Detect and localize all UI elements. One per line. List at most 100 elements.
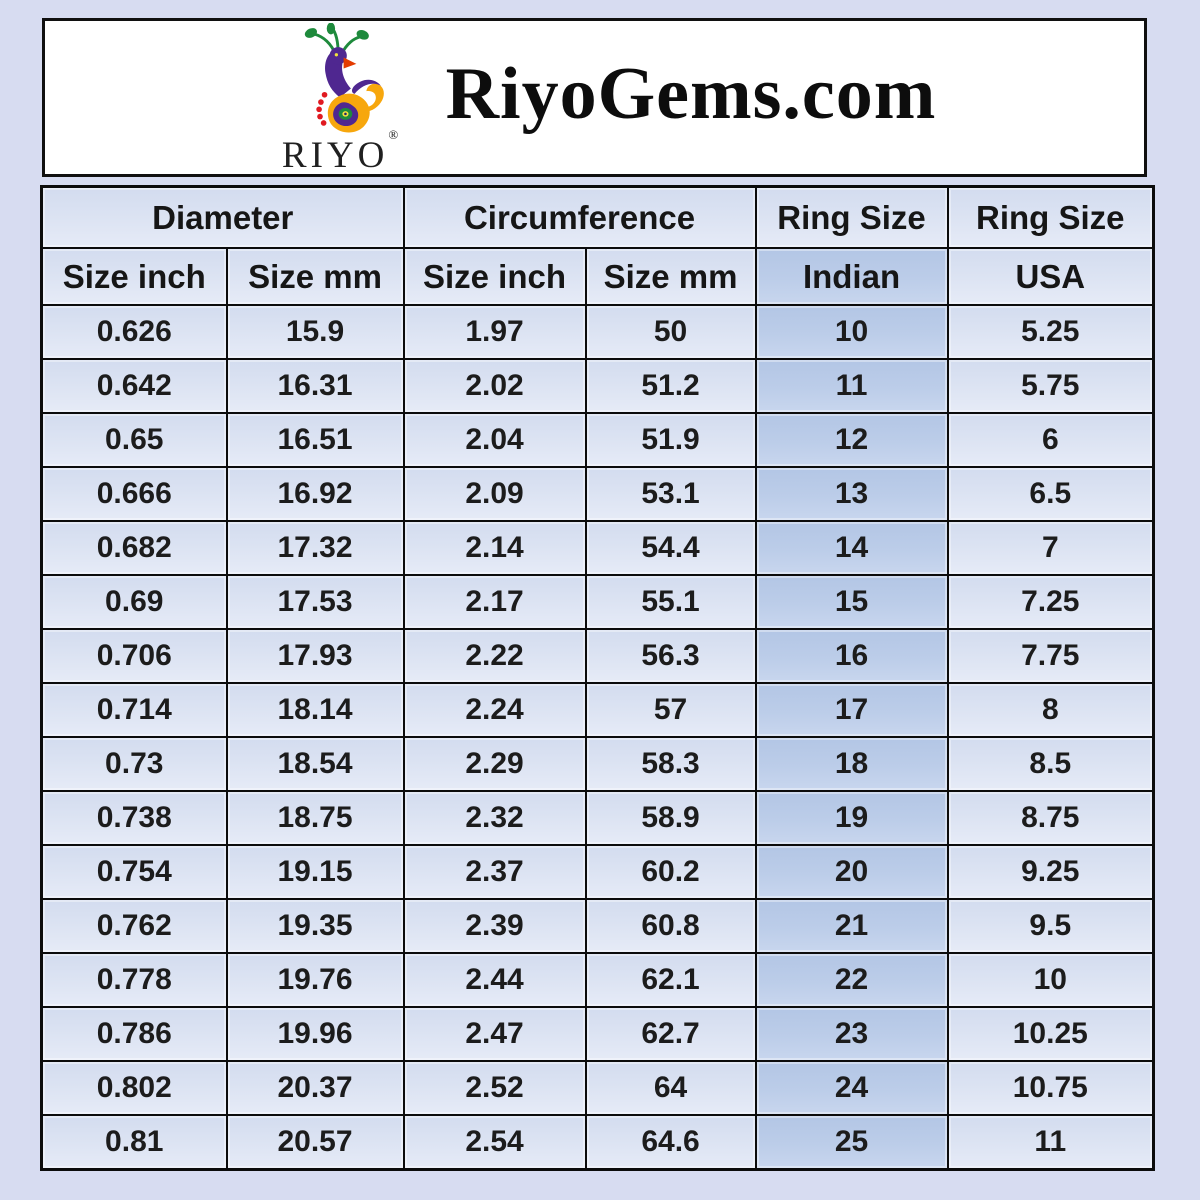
registered-mark: ® bbox=[388, 127, 399, 143]
table-cell: 16.51 bbox=[225, 412, 405, 468]
table-cell: 57 bbox=[584, 682, 757, 738]
table-cell: 0.706 bbox=[40, 628, 228, 684]
table-cell: 8.5 bbox=[946, 736, 1155, 792]
table-cell: 12 bbox=[754, 412, 949, 468]
table-cell: 14 bbox=[754, 520, 949, 576]
table-cell: 0.73 bbox=[40, 736, 228, 792]
table-cell: 24 bbox=[754, 1060, 949, 1116]
group-header-circumference: Circumference bbox=[402, 185, 757, 249]
table-cell: 58.9 bbox=[584, 790, 757, 846]
table-row: 0.802 20.37 2.52 64 24 10.75 bbox=[40, 1060, 1155, 1116]
table-cell: 64 bbox=[584, 1060, 757, 1116]
table-cell: 19.96 bbox=[225, 1006, 405, 1062]
table-cell: 9.25 bbox=[946, 844, 1155, 900]
table-cell: 16.31 bbox=[225, 358, 405, 414]
table-cell: 62.1 bbox=[584, 952, 757, 1008]
table-row: 0.682 17.32 2.14 54.4 14 7 bbox=[40, 520, 1155, 576]
table-cell: 10.25 bbox=[946, 1006, 1155, 1062]
table-cell: 0.778 bbox=[40, 952, 228, 1008]
table-cell: 55.1 bbox=[584, 574, 757, 630]
table-cell: 2.04 bbox=[402, 412, 587, 468]
table-cell: 2.44 bbox=[402, 952, 587, 1008]
logo-wordmark: RIYO® bbox=[282, 127, 399, 174]
table-cell: 22 bbox=[754, 952, 949, 1008]
table-row: 0.778 19.76 2.44 62.1 22 10 bbox=[40, 952, 1155, 1008]
table-cell: 17.32 bbox=[225, 520, 405, 576]
table-cell: 19 bbox=[754, 790, 949, 846]
table-row: 0.642 16.31 2.02 51.2 11 5.75 bbox=[40, 358, 1155, 414]
table-row: 0.81 20.57 2.54 64.6 25 11 bbox=[40, 1114, 1155, 1170]
table-cell: 17 bbox=[754, 682, 949, 738]
table-cell: 2.17 bbox=[402, 574, 587, 630]
table-cell: 10.75 bbox=[946, 1060, 1155, 1116]
table-cell: 13 bbox=[754, 466, 949, 522]
table-row: 0.666 16.92 2.09 53.1 13 6.5 bbox=[40, 466, 1155, 522]
table-cell: 60.8 bbox=[584, 898, 757, 954]
table-cell: 19.15 bbox=[225, 844, 405, 900]
group-header-ring-size-indian: Ring Size bbox=[754, 185, 949, 249]
table-cell: 0.786 bbox=[40, 1006, 228, 1062]
table-cell: 64.6 bbox=[584, 1114, 757, 1170]
table-cell: 9.5 bbox=[946, 898, 1155, 954]
table-cell: 7.75 bbox=[946, 628, 1155, 684]
table-cell: 0.714 bbox=[40, 682, 228, 738]
column-header-size-inch-circumference: Size inch bbox=[402, 247, 587, 306]
table-cell: 2.24 bbox=[402, 682, 587, 738]
table-cell: 2.29 bbox=[402, 736, 587, 792]
column-header-usa: USA bbox=[946, 247, 1155, 306]
table-cell: 2.52 bbox=[402, 1060, 587, 1116]
table-cell: 18.14 bbox=[225, 682, 405, 738]
group-header-row: Diameter Circumference Ring Size Ring Si… bbox=[40, 185, 1155, 249]
table-cell: 8.75 bbox=[946, 790, 1155, 846]
brand-title: RiyoGems.com bbox=[445, 53, 937, 135]
table-cell: 17.53 bbox=[225, 574, 405, 630]
table-cell: 0.81 bbox=[40, 1114, 228, 1170]
table-cell: 0.626 bbox=[40, 304, 228, 360]
ring-size-table: Diameter Circumference Ring Size Ring Si… bbox=[40, 185, 1156, 1171]
table-cell: 0.666 bbox=[40, 466, 228, 522]
table-row: 0.762 19.35 2.39 60.8 21 9.5 bbox=[40, 898, 1155, 954]
table-row: 0.738 18.75 2.32 58.9 19 8.75 bbox=[40, 790, 1155, 846]
table-cell: 2.02 bbox=[402, 358, 587, 414]
table-row: 0.754 19.15 2.37 60.2 20 9.25 bbox=[40, 844, 1155, 900]
peacock-icon bbox=[304, 22, 384, 133]
column-header-row: Size inch Size mm Size inch Size mm Indi… bbox=[40, 247, 1155, 306]
table-cell: 11 bbox=[754, 358, 949, 414]
table-cell: 2.54 bbox=[402, 1114, 587, 1170]
table-cell: 51.9 bbox=[584, 412, 757, 468]
table-row: 0.786 19.96 2.47 62.7 23 10.25 bbox=[40, 1006, 1155, 1062]
table-cell: 0.69 bbox=[40, 574, 228, 630]
table-cell: 2.32 bbox=[402, 790, 587, 846]
group-header-ring-size-usa: Ring Size bbox=[946, 185, 1155, 249]
table-cell: 25 bbox=[754, 1114, 949, 1170]
table-cell: 2.47 bbox=[402, 1006, 587, 1062]
table-cell: 15 bbox=[754, 574, 949, 630]
column-header-size-mm-circumference: Size mm bbox=[584, 247, 757, 306]
table-cell: 20.57 bbox=[225, 1114, 405, 1170]
table-cell: 0.738 bbox=[40, 790, 228, 846]
table-cell: 17.93 bbox=[225, 628, 405, 684]
table-cell: 10 bbox=[946, 952, 1155, 1008]
table-cell: 60.2 bbox=[584, 844, 757, 900]
table-cell: 16 bbox=[754, 628, 949, 684]
table-cell: 0.762 bbox=[40, 898, 228, 954]
table-cell: 51.2 bbox=[584, 358, 757, 414]
column-header-size-mm-diameter: Size mm bbox=[225, 247, 405, 306]
table-cell: 11 bbox=[946, 1114, 1155, 1170]
table-cell: 18 bbox=[754, 736, 949, 792]
table-row: 0.69 17.53 2.17 55.1 15 7.25 bbox=[40, 574, 1155, 630]
table-row: 0.626 15.9 1.97 50 10 5.25 bbox=[40, 304, 1155, 360]
table-cell: 7.25 bbox=[946, 574, 1155, 630]
table-row: 0.73 18.54 2.29 58.3 18 8.5 bbox=[40, 736, 1155, 792]
column-header-indian: Indian bbox=[754, 247, 949, 306]
table-cell: 7 bbox=[946, 520, 1155, 576]
table-cell: 19.35 bbox=[225, 898, 405, 954]
table-row: 0.65 16.51 2.04 51.9 12 6 bbox=[40, 412, 1155, 468]
table-cell: 18.54 bbox=[225, 736, 405, 792]
logo-text: RIYO bbox=[281, 135, 389, 177]
table-cell: 5.75 bbox=[946, 358, 1155, 414]
table-cell: 0.754 bbox=[40, 844, 228, 900]
table-cell: 0.642 bbox=[40, 358, 228, 414]
table-cell: 19.76 bbox=[225, 952, 405, 1008]
